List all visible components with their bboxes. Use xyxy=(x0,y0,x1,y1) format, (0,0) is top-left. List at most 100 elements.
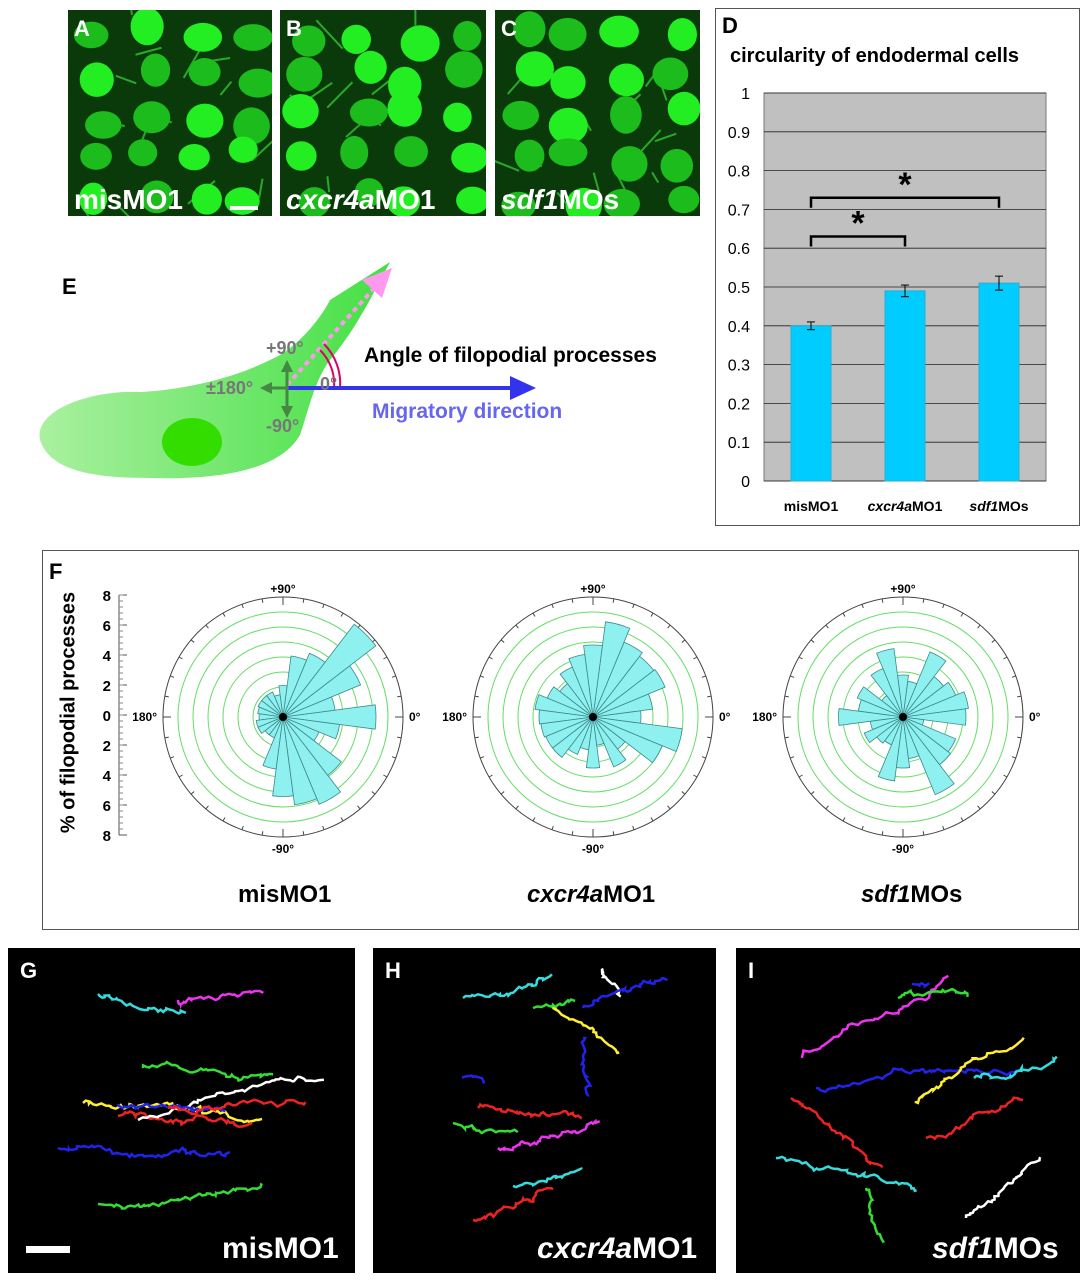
micrograph-c: C sdf1MOs xyxy=(495,10,700,216)
rose-tick xyxy=(632,825,635,830)
rose-tick xyxy=(532,817,536,822)
cell xyxy=(188,58,221,87)
rose-wedge xyxy=(870,667,904,718)
cell-track xyxy=(925,1096,1024,1141)
cell-track xyxy=(167,1098,307,1116)
rose-tick xyxy=(784,736,789,739)
rose-tick xyxy=(322,825,325,830)
panel-letter-f: F xyxy=(49,559,63,584)
rose-tick xyxy=(842,817,846,822)
panel-letter-e: E xyxy=(62,274,77,299)
cell-process xyxy=(326,81,354,109)
cell-process xyxy=(495,160,520,172)
cell-track xyxy=(512,1167,583,1189)
rose-tick xyxy=(650,612,654,617)
rose-tick xyxy=(488,774,493,778)
cell xyxy=(514,139,545,172)
rose-wedge xyxy=(592,668,666,718)
label-180: ±180° xyxy=(206,378,254,398)
cell-track xyxy=(462,973,553,1000)
cell-track xyxy=(579,1036,593,1097)
cell-track xyxy=(914,1037,1025,1105)
rose-tick xyxy=(371,791,376,795)
significance-star: * xyxy=(898,166,912,204)
cell xyxy=(133,101,171,134)
cell-track xyxy=(176,989,264,1010)
rose-tick xyxy=(842,612,846,617)
rose-caption-cxcr4amo1: cxcr4aMO1 xyxy=(527,881,656,908)
rose-tick xyxy=(391,675,396,678)
cell xyxy=(292,25,326,57)
rose-tick xyxy=(701,756,706,759)
angle-arc xyxy=(319,349,336,389)
cell xyxy=(565,187,602,216)
panel-e: E +90° ±180° 0° -90° Angle of filopodial… xyxy=(30,240,710,520)
cell-diagram xyxy=(39,262,536,479)
rose-wedge xyxy=(592,716,683,752)
rose-tick xyxy=(340,612,344,617)
rose-tick xyxy=(942,604,945,609)
cell-process xyxy=(135,46,162,56)
rose-tick xyxy=(991,791,996,795)
cell-process xyxy=(654,132,677,143)
rose-tick xyxy=(474,736,479,739)
x-tick-label: sdf1MOs xyxy=(969,498,1028,514)
rose-center xyxy=(589,713,597,721)
rose-wedge xyxy=(282,716,342,805)
significance-bracket xyxy=(809,196,1001,208)
cell-track xyxy=(800,974,949,1059)
cell xyxy=(548,138,588,167)
rose-angle-label: -90° xyxy=(892,842,914,856)
caption-b: cxcr4aMO1 xyxy=(286,184,436,215)
rose-tick xyxy=(205,624,209,629)
cell xyxy=(610,95,642,134)
rose-grid-ring xyxy=(827,641,979,793)
rose-tick xyxy=(960,612,964,617)
rose-wedge xyxy=(282,704,377,730)
cell xyxy=(191,183,222,215)
rose-wedge xyxy=(278,685,288,718)
rose-grid-ring xyxy=(812,626,994,808)
rose-angle-label: 0° xyxy=(719,710,731,724)
rose-tick xyxy=(881,598,884,603)
cell-track xyxy=(864,1187,885,1244)
direction-label: Migratory direction xyxy=(372,400,563,423)
rose-caption-sdf1mos: sdf1MOs xyxy=(861,881,963,908)
label-0: 0° xyxy=(320,374,338,394)
rose-angle-label: 0° xyxy=(409,710,421,724)
rose-tick xyxy=(922,831,925,836)
rose-wedge xyxy=(282,716,342,776)
y-tick-label: 0.2 xyxy=(728,396,750,413)
cell xyxy=(298,187,330,216)
rose-tick xyxy=(222,817,226,822)
cell xyxy=(228,136,258,163)
rose-axis-label: 8 xyxy=(103,828,111,845)
rose-wedge xyxy=(902,651,947,718)
cell-track xyxy=(897,987,969,1000)
rose-tick xyxy=(488,656,493,660)
rose-axis-label: 6 xyxy=(103,798,111,815)
rose-tick xyxy=(261,831,264,836)
rose-tick xyxy=(190,639,195,643)
rose-tick xyxy=(190,791,195,795)
cell-track xyxy=(775,1155,917,1193)
rose-tick xyxy=(222,612,226,617)
cell-track xyxy=(477,1102,583,1120)
panel-letter-i: I xyxy=(748,958,755,983)
cell-process xyxy=(219,80,233,96)
cell-process xyxy=(315,19,344,50)
rose-tick xyxy=(1011,675,1016,678)
cell-track xyxy=(973,1055,1058,1081)
rose-wedge xyxy=(538,709,594,725)
rose-tick xyxy=(383,656,388,660)
cells-image-a xyxy=(73,10,272,216)
micrograph-b: B cxcr4aMO1 xyxy=(280,10,486,216)
cell-track xyxy=(137,1075,325,1122)
rose-tick xyxy=(701,675,706,678)
rose-tick xyxy=(170,675,175,678)
rose-wedge xyxy=(583,644,603,718)
cell-track xyxy=(452,1121,519,1135)
rose-tick xyxy=(810,791,815,795)
bar-chart-title: circularity of endodermal cells xyxy=(730,45,1019,67)
cell xyxy=(515,51,554,87)
